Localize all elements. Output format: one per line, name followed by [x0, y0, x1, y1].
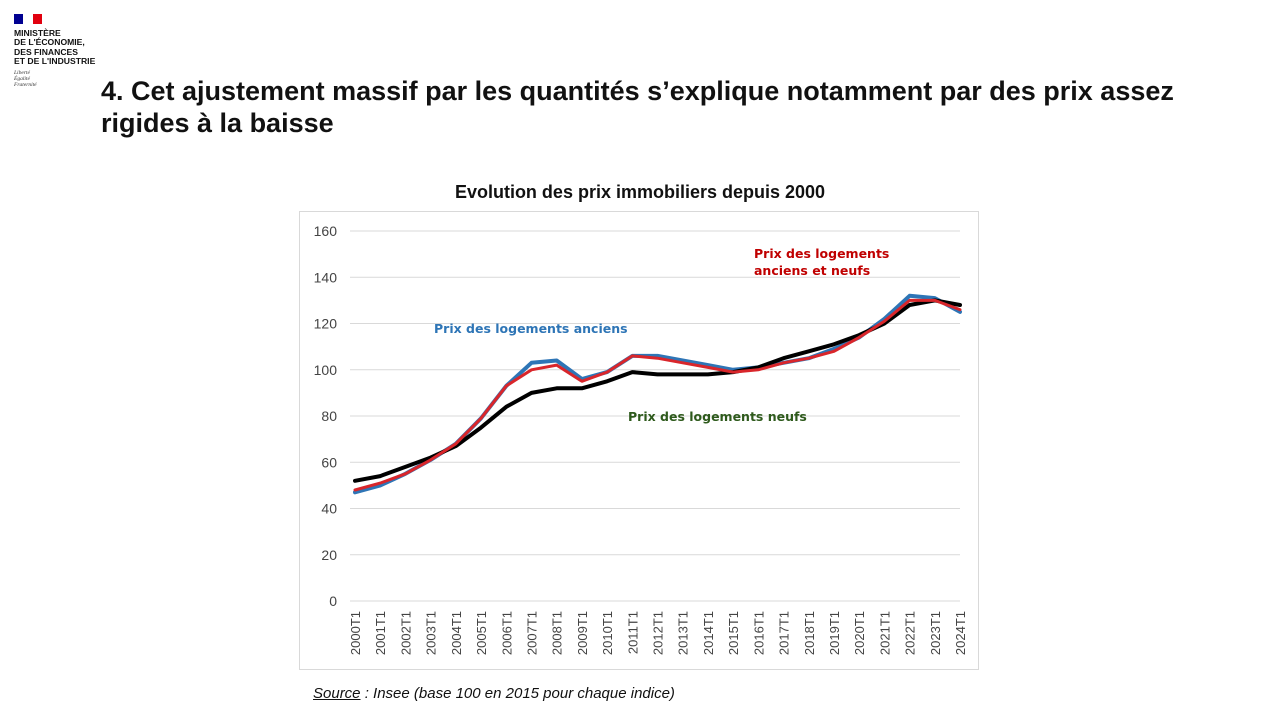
x-tick-label: 2009T1 [575, 611, 590, 655]
x-tick-label: 2022T1 [903, 611, 918, 655]
y-tick-label: 40 [321, 501, 337, 517]
x-tick-label: 2020T1 [852, 611, 867, 655]
series-line [353, 298, 962, 492]
x-tick-label: 2008T1 [550, 611, 565, 655]
x-tick-label: 2019T1 [827, 611, 842, 655]
x-tick-label: 2010T1 [600, 611, 615, 655]
y-tick-label: 100 [314, 362, 338, 378]
x-tick-label: 2015T1 [726, 611, 741, 655]
y-tick-label: 140 [314, 269, 338, 285]
flag-blue [14, 14, 24, 24]
y-tick-label: 60 [321, 454, 337, 470]
source-text: : Insee (base 100 en 2015 pour chaque in… [360, 685, 675, 702]
x-tick-label: 2021T1 [877, 611, 892, 655]
x-tick-label: 2002T1 [398, 611, 413, 655]
ministry-name-line: ET DE L'INDUSTRIE [14, 56, 96, 67]
x-tick-label: 2006T1 [499, 611, 514, 655]
x-tick-label: 2012T1 [651, 611, 666, 655]
x-tick-label: 2016T1 [751, 611, 766, 655]
motto-line: Liberté [14, 69, 30, 76]
ministry-name-line: DES FINANCES [14, 46, 78, 57]
motto-line: Égalité [14, 75, 30, 82]
line-chart: 0 20 40 60 80 100 120 140 160 2000T1 2001T1 2002T1 2… [314, 223, 968, 655]
x-tick-label: 2004T1 [449, 611, 464, 655]
republic-motto: Liberté Égalité Fraternité [14, 70, 124, 89]
ministry-name: MINISTÈRE DE L'ÉCONOMIE, DES FINANCES ET… [14, 28, 124, 67]
series-line [353, 298, 962, 483]
x-tick-label: 2017T1 [777, 611, 792, 655]
series-annotation: Prix des logements anciens [434, 321, 628, 336]
series-annotation: Prix des logements [754, 246, 889, 261]
x-tick-label: 2013T1 [676, 611, 691, 655]
x-tick-label: 2018T1 [802, 611, 817, 655]
motto-line: Fraternité [14, 82, 37, 89]
french-flag-icon [14, 14, 42, 24]
x-tick-label: 2003T1 [424, 611, 439, 655]
x-tick-label: 2007T1 [524, 611, 539, 655]
slide-title: 4. Cet ajustement massif par les quantit… [101, 76, 1174, 138]
series-annotation: Prix des logements neufs [628, 409, 807, 424]
x-tick-label: 2024T1 [953, 611, 968, 655]
source-note: Source : Insee (base 100 en 2015 pour ch… [313, 685, 675, 702]
source-label: Source [313, 685, 361, 702]
x-tick-label: 2005T1 [474, 611, 489, 655]
y-tick-label: 120 [314, 316, 338, 332]
y-tick-label: 80 [321, 408, 337, 424]
x-tick-label: 2014T1 [701, 611, 716, 655]
flag-red [32, 14, 42, 24]
flag-white [23, 14, 33, 24]
series-annotation: anciens et neufs [754, 263, 870, 278]
y-tick-label: 0 [329, 593, 337, 609]
x-tick-label: 2023T1 [928, 611, 943, 655]
ministry-logo: MINISTÈRE DE L'ÉCONOMIE, DES FINANCES ET… [14, 14, 124, 88]
y-tick-label: 20 [321, 547, 337, 563]
x-tick-label: 2000T1 [348, 611, 363, 655]
chart-title: Evolution des prix immobiliers depuis 20… [454, 182, 826, 202]
ministry-name-line: DE L'ÉCONOMIE, [14, 37, 85, 48]
x-tick-label: 2001T1 [373, 611, 388, 655]
chart-frame: 0 20 40 60 80 100 120 140 160 2000T1 2001T1 2002T1 2… [299, 211, 979, 670]
x-tick-label: 2011T1 [625, 611, 640, 654]
y-tick-label: 160 [314, 223, 338, 239]
ministry-name-line: MINISTÈRE [14, 28, 61, 38]
